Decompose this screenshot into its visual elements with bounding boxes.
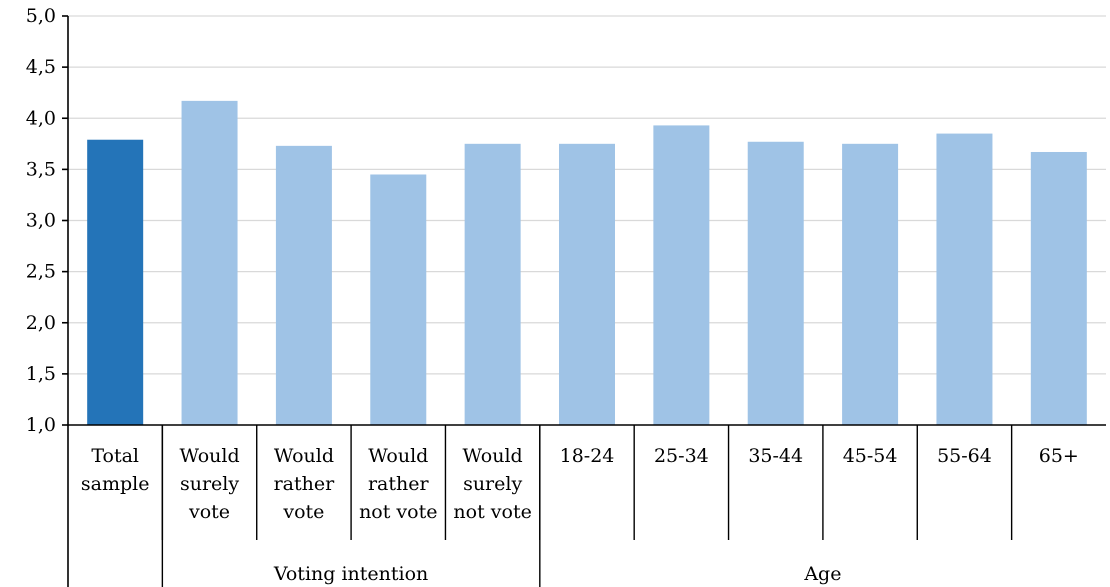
bars <box>87 100 1087 426</box>
bar <box>275 145 332 426</box>
axes <box>62 15 1106 587</box>
category-label: rather <box>274 473 336 495</box>
y-tick-label: 2,5 <box>26 261 56 283</box>
bar <box>747 141 804 425</box>
category-label: 35-44 <box>748 445 803 467</box>
y-tick-label: 3,5 <box>26 158 56 180</box>
bar <box>464 143 521 425</box>
category-label: not vote <box>453 501 531 523</box>
bar <box>87 139 144 425</box>
category-label: Would <box>179 445 239 467</box>
category-label: Total <box>91 445 139 467</box>
category-label: Would <box>463 445 523 467</box>
bar <box>559 143 615 425</box>
category-label: not vote <box>359 501 437 523</box>
y-tick-label: 3,0 <box>26 210 56 232</box>
bar <box>653 125 710 425</box>
category-label: 25-34 <box>654 445 709 467</box>
category-label: Would <box>274 445 334 467</box>
bar <box>181 100 238 426</box>
category-label: surely <box>180 473 239 495</box>
group-label: Voting intention <box>273 563 428 585</box>
category-label: 45-54 <box>843 445 898 467</box>
bar <box>842 143 899 425</box>
y-tick-label: 2,0 <box>26 312 56 334</box>
group-labels: Voting intention Age <box>273 563 842 585</box>
category-label: rather <box>368 473 430 495</box>
bar <box>370 174 427 425</box>
y-tick-labels: 1,0 1,5 2,0 2,5 3,0 3,5 4,0 4,5 5,0 <box>26 5 56 436</box>
bar <box>936 133 993 425</box>
y-tick-label: 4,0 <box>26 107 56 129</box>
y-tick-label: 1,5 <box>26 363 56 385</box>
bar <box>1030 151 1087 425</box>
category-label: surely <box>463 473 522 495</box>
category-label: vote <box>282 501 324 523</box>
group-label: Age <box>803 563 841 585</box>
category-label: sample <box>81 473 150 495</box>
category-label: 18-24 <box>560 445 615 467</box>
y-tick-label: 5,0 <box>26 5 56 27</box>
category-label: Would <box>368 445 428 467</box>
category-labels: Total sample Would surely vote Would rather vot… <box>81 445 1079 523</box>
y-tick-label: 1,0 <box>26 414 56 436</box>
category-label: 55-64 <box>937 445 992 467</box>
category-label: vote <box>188 501 230 523</box>
y-tick-label: 4,5 <box>26 56 56 78</box>
category-label: 65+ <box>1039 445 1079 467</box>
